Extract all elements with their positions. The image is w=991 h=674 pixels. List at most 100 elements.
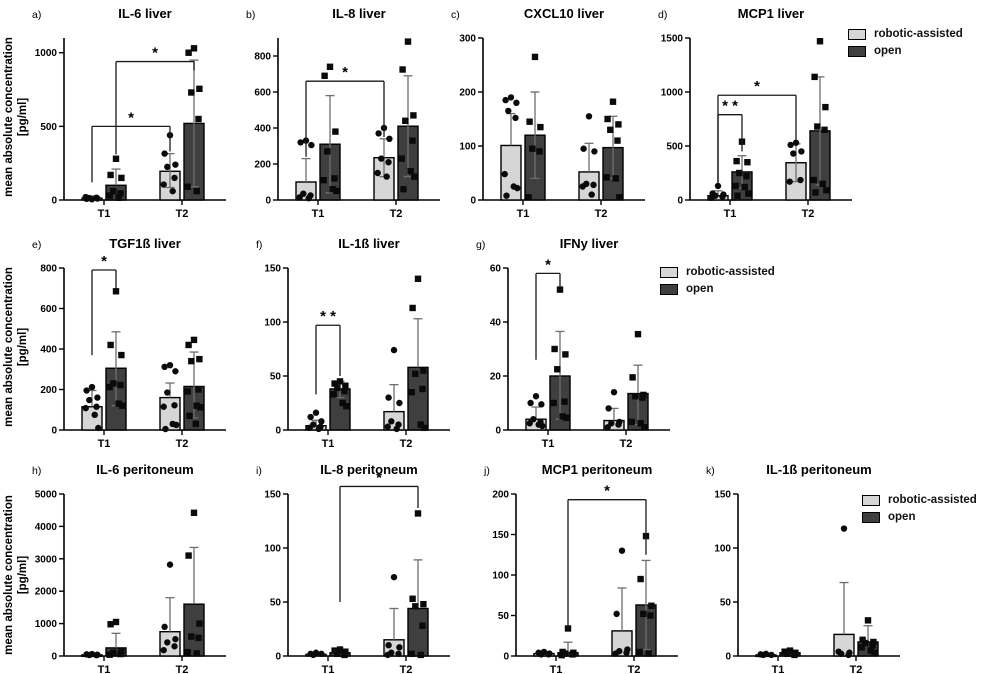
y-tick-label: 500 [666, 142, 683, 153]
y-tick-label: 150 [714, 490, 731, 501]
data-point-square [193, 650, 200, 657]
legend-label-open: open [874, 45, 902, 57]
x-tick-label: T2 [595, 208, 608, 220]
data-point-circle [297, 139, 304, 146]
data-point-square [743, 173, 750, 180]
panel-letter: f) [256, 239, 262, 251]
chart-il-8-peritoneum: i) IL-8 peritoneum 0 50 100 150 T1 T2 * [256, 462, 450, 674]
legend-row2: robotic-assisted open [660, 266, 775, 295]
data-point-square [112, 155, 120, 162]
data-point-circle [501, 170, 508, 178]
data-point-circle [790, 150, 797, 157]
data-point-circle [318, 650, 325, 658]
data-point-square [862, 639, 869, 647]
x-tick-label: T2 [390, 208, 403, 220]
y-tick-label: 600 [254, 88, 271, 99]
y-tick-label: 150 [492, 530, 509, 541]
data-point-square [614, 137, 621, 144]
data-point-square [117, 381, 124, 389]
data-point-square [115, 194, 122, 201]
x-tick-label: T1 [322, 438, 335, 450]
sig-asterisk: * [128, 109, 134, 126]
sig-asterisk: * [376, 469, 382, 486]
robotic-swatch [660, 266, 678, 278]
data-point-circle [171, 643, 178, 650]
data-point-circle [590, 181, 597, 189]
panel-a: a) IL-6 liver 0 500 1000 T1 T2 * * [24, 2, 232, 229]
x-tick-label: T2 [802, 208, 815, 220]
data-point-square [536, 148, 543, 155]
data-point-square [823, 187, 830, 194]
data-point-square [412, 370, 419, 378]
data-point-square [645, 650, 652, 657]
panel-g: g) IFNy liver 0 20 40 60 T1 T2 * [468, 232, 676, 459]
data-point-square [190, 509, 198, 516]
data-point-circle [786, 178, 793, 185]
data-point-square [106, 651, 113, 658]
data-point-square [784, 650, 791, 658]
data-point-square [869, 642, 876, 649]
data-point-square [398, 155, 405, 162]
data-point-circle [538, 651, 545, 658]
data-point-square [196, 355, 203, 363]
data-point-square [117, 190, 124, 197]
data-point-circle [86, 651, 93, 659]
data-point-square [112, 618, 120, 626]
data-point-square [634, 330, 642, 338]
data-point-square [420, 600, 427, 608]
sig-asterisk: * * [722, 98, 738, 115]
data-point-circle [840, 525, 848, 532]
sig-asterisk: * [152, 45, 158, 62]
sig-asterisk: * [342, 64, 348, 81]
data-point-circle [719, 193, 726, 200]
data-point-square [558, 651, 565, 659]
bar-T2-open [407, 607, 429, 657]
chart-il-8-liver: b) IL-8 liver 0 200 400 600 800 T1 T2 * [246, 6, 440, 220]
data-point-circle [385, 642, 392, 649]
data-point-square [554, 366, 561, 373]
y-tick-label: 0 [275, 426, 281, 437]
x-tick-label: T1 [98, 208, 111, 220]
data-point-square [409, 137, 416, 144]
y-tick-label: 0 [470, 196, 476, 207]
data-point-square [107, 171, 114, 179]
robotic-swatch [862, 494, 880, 506]
data-point-square [186, 412, 193, 420]
data-point-circle [798, 148, 805, 155]
panel-c: c) CXCL10 liver 0 100 200 300 T1 T2 [443, 2, 651, 229]
x-tick-label: T1 [542, 438, 555, 450]
data-point-square [341, 387, 348, 395]
data-point-square [550, 399, 557, 407]
data-point-circle [585, 113, 593, 120]
data-point-circle [623, 649, 630, 656]
data-point-square [332, 128, 339, 135]
data-point-circle [88, 383, 96, 391]
data-point-square [616, 194, 623, 201]
data-point-square [399, 66, 406, 73]
data-point-circle [588, 191, 595, 198]
chart-cxcl10-liver: c) CXCL10 liver 0 100 200 300 T1 T2 [451, 6, 645, 220]
data-point-square [336, 378, 344, 385]
data-point-circle [503, 192, 510, 199]
data-point-square [563, 414, 570, 422]
data-point-circle [591, 148, 598, 155]
data-point-circle [375, 130, 382, 137]
data-point-circle [82, 404, 89, 412]
legend-label-robotic: robotic-assisted [874, 28, 963, 40]
data-point-circle [83, 387, 90, 394]
data-point-square [531, 53, 539, 61]
panel-letter: c) [451, 9, 460, 21]
data-point-square [334, 650, 341, 658]
panel-b: b) IL-8 liver 0 200 400 600 800 T1 T2 * [238, 2, 446, 229]
data-point-square [734, 192, 741, 199]
data-point-square [821, 126, 828, 133]
panel-title: IL-1ß peritoneum [766, 462, 871, 477]
y-tick-label: 100 [714, 544, 731, 555]
data-point-circle [395, 650, 402, 658]
data-point-circle [838, 650, 845, 658]
data-point-square [185, 341, 192, 349]
data-point-square [411, 173, 418, 180]
data-point-square [196, 620, 203, 627]
y-tick-label: 40 [490, 318, 502, 329]
data-point-circle [171, 174, 178, 182]
